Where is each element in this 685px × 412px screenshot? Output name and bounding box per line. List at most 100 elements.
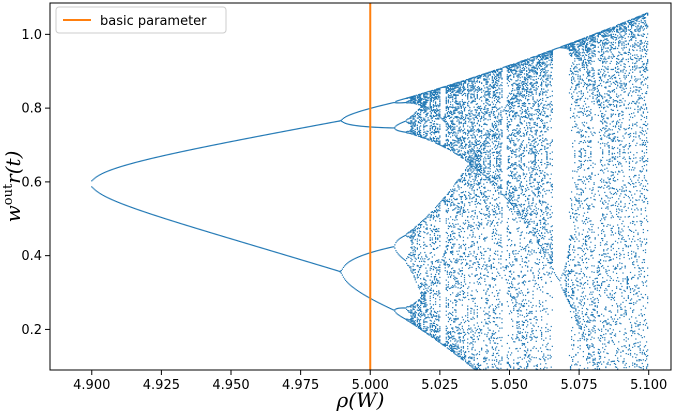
scatter-point <box>464 182 467 184</box>
scatter-point <box>457 205 459 208</box>
scatter-point <box>416 96 418 99</box>
scatter-point <box>456 120 458 122</box>
scatter-point <box>337 120 339 122</box>
scatter-point <box>436 339 438 341</box>
scatter-point <box>432 282 435 284</box>
scatter-point <box>416 113 418 115</box>
scatter-point <box>454 340 456 342</box>
scatter-point <box>412 265 414 267</box>
scatter-point <box>486 199 488 201</box>
scatter-point <box>412 114 414 117</box>
scatter-point <box>447 126 450 128</box>
scatter-point <box>394 126 396 128</box>
scatter-point <box>474 256 476 258</box>
scatter-point <box>122 203 124 205</box>
scatter-point <box>446 211 448 214</box>
scatter-point <box>468 145 470 147</box>
scatter-point <box>423 247 425 250</box>
scatter-point <box>363 294 365 296</box>
scatter-point <box>456 109 458 111</box>
scatter-point <box>459 291 461 293</box>
scatter-point <box>459 210 461 212</box>
scatter-point <box>493 85 496 87</box>
scatter-point <box>456 198 458 200</box>
scatter-point <box>467 316 469 319</box>
scatter-point <box>489 248 491 250</box>
scatter-point <box>454 243 456 245</box>
scatter-point <box>476 103 478 105</box>
scatter-point <box>487 271 489 274</box>
scatter-point <box>412 250 414 252</box>
scatter-point <box>418 288 421 290</box>
scatter-point <box>455 207 457 209</box>
scatter-point <box>493 333 496 335</box>
scatter-point <box>488 311 490 313</box>
scatter-point <box>459 138 461 140</box>
scatter-point <box>459 129 461 131</box>
scatter-point <box>363 109 365 111</box>
scatter-point <box>449 300 452 302</box>
scatter-point <box>444 202 446 204</box>
scatter-point <box>409 237 411 239</box>
scatter-point <box>475 354 477 356</box>
scatter-point <box>429 93 431 95</box>
scatter-point <box>469 107 471 109</box>
scatter-point <box>432 218 435 220</box>
scatter-point <box>107 197 109 199</box>
scatter-point <box>416 324 418 326</box>
scatter-point <box>447 338 450 341</box>
scatter-point <box>289 255 291 258</box>
scatter-point <box>448 112 451 114</box>
scatter-point <box>413 315 415 317</box>
scatter-point <box>408 231 410 233</box>
scatter-point <box>417 284 420 286</box>
scatter-point <box>452 348 454 351</box>
scatter-point <box>478 143 481 145</box>
scatter-point <box>412 132 414 134</box>
scatter-point <box>429 239 431 241</box>
scatter-point <box>457 211 459 213</box>
scatter-point <box>423 260 425 262</box>
scatter-point <box>426 256 428 258</box>
scatter-point <box>491 70 493 73</box>
scatter-point <box>491 76 493 78</box>
scatter-point <box>274 251 276 253</box>
scatter-point <box>419 266 422 269</box>
scatter-point <box>470 312 472 314</box>
scatter-point <box>412 116 414 118</box>
scatter-point <box>487 154 489 156</box>
scatter-point <box>458 82 460 84</box>
scatter-point <box>470 97 472 99</box>
scatter-point <box>454 270 456 272</box>
scatter-point <box>240 241 242 243</box>
scatter-point <box>464 315 467 317</box>
scatter-point <box>375 300 377 302</box>
scatter-point <box>116 167 119 169</box>
scatter-point <box>477 175 480 178</box>
scatter-point <box>448 337 451 339</box>
scatter-point <box>477 283 480 285</box>
scatter-point <box>463 141 466 143</box>
scatter-point <box>354 124 356 127</box>
scatter-point <box>452 328 454 330</box>
scatter-point <box>460 106 462 109</box>
scatter-point <box>473 311 475 313</box>
scatter-point <box>416 227 418 230</box>
scatter-point <box>415 120 417 122</box>
scatter-point <box>457 81 459 83</box>
scatter-point <box>485 357 487 360</box>
scatter-point <box>447 239 450 241</box>
scatter-point <box>432 132 435 134</box>
scatter-point <box>355 125 357 127</box>
scatter-point <box>410 231 412 233</box>
scatter-point <box>425 221 427 224</box>
scatter-point <box>457 208 459 210</box>
scatter-point <box>236 240 239 242</box>
scatter-point <box>469 204 471 206</box>
scatter-point <box>494 238 497 240</box>
scatter-point <box>448 272 451 274</box>
scatter-point <box>484 274 486 276</box>
scatter-point <box>432 228 435 230</box>
scatter-point <box>154 214 156 216</box>
scatter-point <box>401 236 403 238</box>
